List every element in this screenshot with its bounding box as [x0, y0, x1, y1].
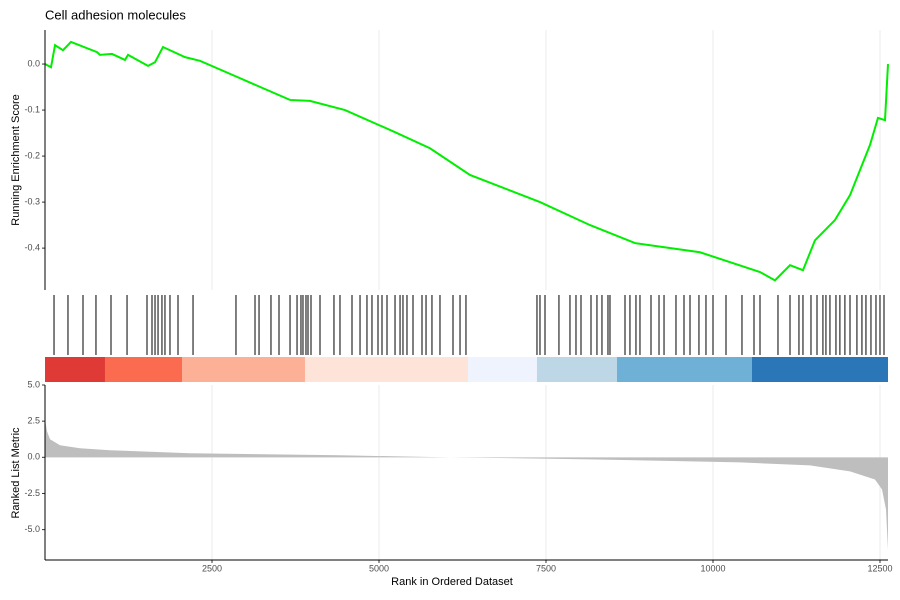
y-axis-label: Running Enrichment Score: [10, 94, 22, 225]
metric-area: [45, 419, 888, 550]
rank-band: [536, 357, 617, 382]
x-tick-label: 12500: [867, 563, 892, 573]
rank-band: [104, 357, 183, 382]
y2-tick-label: 0.0: [27, 452, 40, 462]
rank-band: [751, 357, 888, 382]
rank-band: [467, 357, 537, 382]
rank-band: [304, 357, 468, 382]
y-tick-label: -0.3: [24, 196, 40, 206]
y-tick-label: -0.4: [24, 242, 40, 252]
y-tick-label: -0.1: [24, 104, 40, 114]
y2-tick-label: 5.0: [27, 379, 40, 389]
x-axis-label: Rank in Ordered Dataset: [391, 576, 513, 588]
rank-band: [45, 357, 105, 382]
y2-tick-label: 2.5: [27, 416, 40, 426]
y2-tick-label: -5.0: [24, 524, 40, 534]
y-tick-label: 0.0: [27, 58, 40, 68]
y2-tick-label: -2.5: [24, 488, 40, 498]
rank-band: [182, 357, 305, 382]
es-line: [44, 40, 889, 282]
x-tick-label: 10000: [700, 563, 725, 573]
rank-band: [616, 357, 752, 382]
chart-title: Cell adhesion molecules: [45, 7, 186, 22]
x-tick-label: 2500: [202, 563, 222, 573]
x-tick-label: 7500: [536, 563, 556, 573]
y-tick-label: -0.2: [24, 150, 40, 160]
y2-axis-label: Ranked List Metric: [10, 427, 22, 519]
x-tick-label: 5000: [369, 563, 389, 573]
